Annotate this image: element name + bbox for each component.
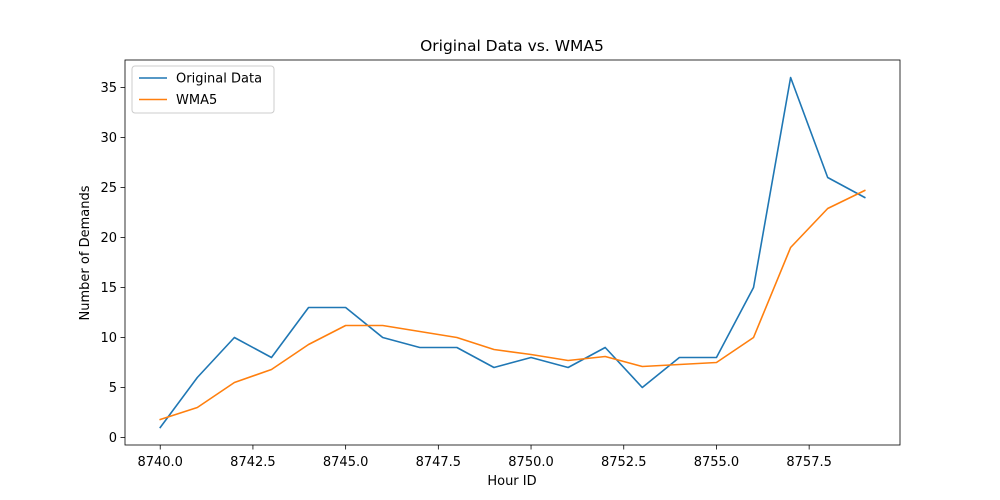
y-tick-label: 30 <box>100 131 117 146</box>
x-axis-title: Hour ID <box>487 474 536 489</box>
y-tick-label: 35 <box>100 81 117 96</box>
x-tick-label: 8742.5 <box>230 455 276 470</box>
series-layer <box>159 76 866 429</box>
y-tick-label: 10 <box>100 331 117 346</box>
legend-label: Original Data <box>176 72 262 87</box>
series-line-original-data <box>159 76 866 429</box>
y-tick-label: 25 <box>100 181 117 196</box>
y-tick-label: 20 <box>100 231 117 246</box>
y-axis: 0 5 10 15 20 25 30 35 <box>100 81 125 446</box>
y-tick-label: 5 <box>109 381 117 396</box>
y-tick-label: 15 <box>100 281 117 296</box>
x-axis: 8740.0 8742.5 8745.0 8747.5 8750.0 8752.5 8755… <box>137 445 832 470</box>
plot-frame <box>124 59 901 446</box>
legend-label: WMA5 <box>176 93 217 108</box>
axes-layer <box>124 59 901 446</box>
chart-title: Original Data vs. WMA5 <box>420 37 604 55</box>
x-tick-label: 8752.5 <box>601 455 647 470</box>
plot-background <box>125 60 900 445</box>
x-tick-label: 8740.0 <box>137 455 183 470</box>
series-line-wma5 <box>159 189 866 421</box>
x-tick-label: 8745.0 <box>323 455 369 470</box>
plot-area <box>125 60 900 445</box>
x-tick-label: 8755.0 <box>694 455 740 470</box>
x-tick-label: 8757.5 <box>786 455 832 470</box>
y-tick-label: 0 <box>109 431 117 446</box>
x-tick-label: 8750.0 <box>508 455 554 470</box>
x-tick-label: 8747.5 <box>416 455 462 470</box>
y-axis-title: Number of Demands <box>78 185 93 320</box>
legend-box <box>131 65 275 114</box>
legend: Original Data WMA5 <box>131 65 275 114</box>
